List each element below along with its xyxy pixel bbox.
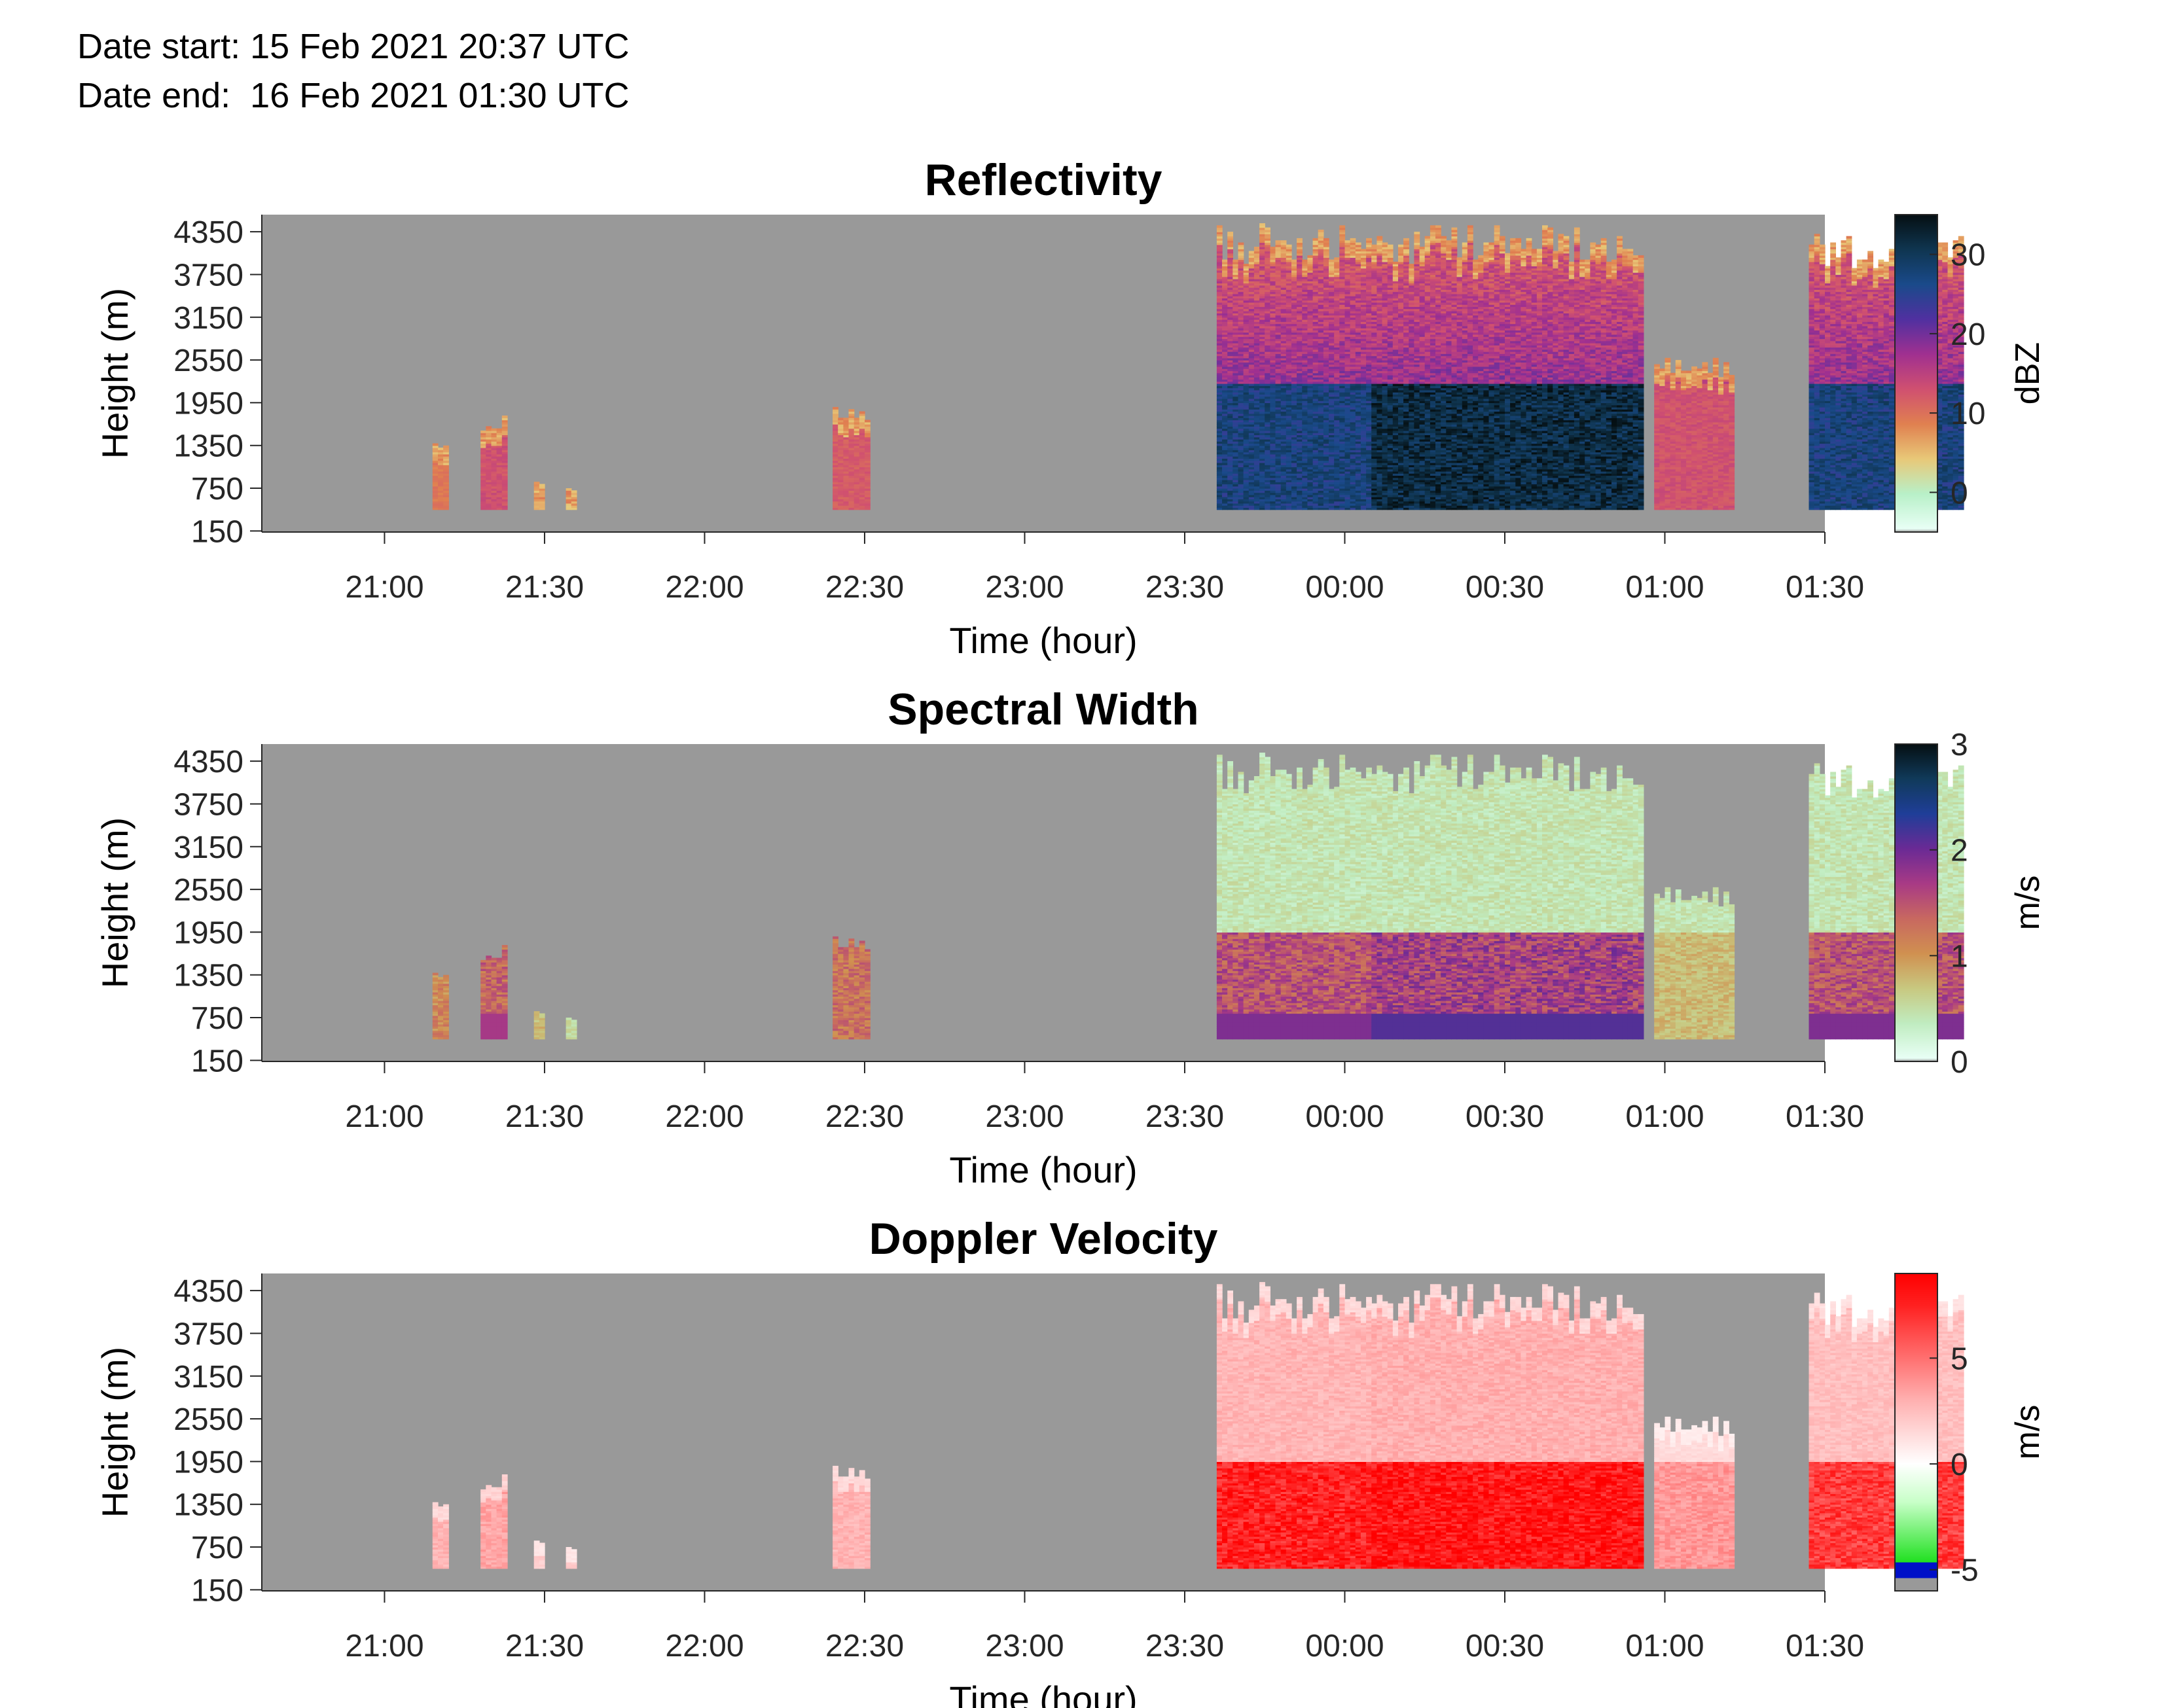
- echo-cell: [833, 407, 838, 410]
- echo-cell: [539, 484, 545, 487]
- echo-cell: [854, 418, 860, 420]
- chart-title: Reflectivity: [925, 155, 1162, 205]
- echo-cell: [566, 488, 572, 491]
- echo-cell: [843, 418, 849, 420]
- echo-cell: [534, 482, 540, 484]
- echo-cell: [838, 418, 844, 420]
- echo-cell: [486, 426, 492, 429]
- echo-cell: [859, 412, 865, 414]
- echo-cell: [865, 420, 871, 423]
- echo-cell: [502, 416, 508, 418]
- echo-cell: [492, 429, 497, 431]
- echo-cell: [433, 444, 439, 446]
- echo-cell: [480, 431, 486, 433]
- echo-cell: [571, 490, 577, 493]
- echo-cell: [1217, 225, 1223, 228]
- radar-figure: Reflectivity1507501350195025503150375043…: [0, 0, 2160, 1708]
- echo-cell: [443, 446, 449, 448]
- echo-cell: [438, 448, 444, 450]
- echo-cell: [849, 409, 855, 412]
- chart-reflectivity: Reflectivity1507501350195025503150375043…: [94, 155, 2047, 661]
- echo-cell: [497, 429, 503, 431]
